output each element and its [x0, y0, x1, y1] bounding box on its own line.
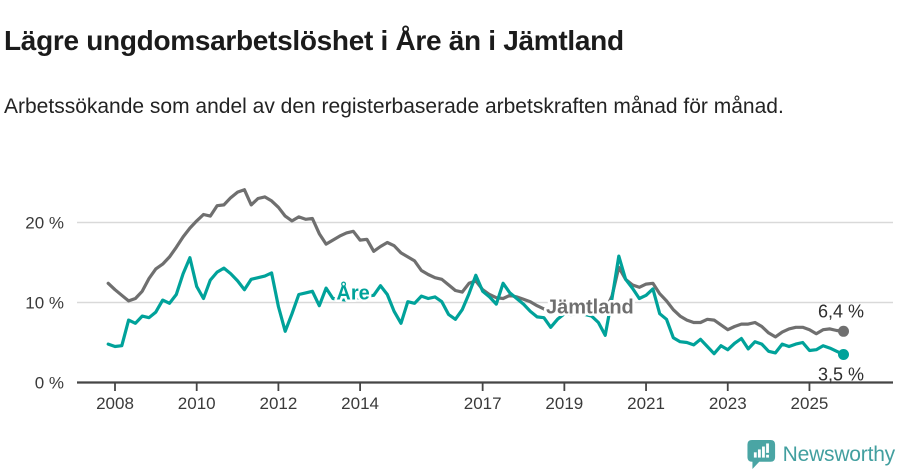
y-tick-label: 0 %: [35, 374, 64, 393]
series-label-Åre: Åre: [336, 281, 369, 305]
series-label-Jämtland: Jämtland: [546, 297, 634, 319]
line-Jämtland: [106, 188, 846, 339]
x-tick-label: 2010: [178, 394, 216, 413]
x-tick-label: 2025: [791, 394, 829, 413]
end-dot-Åre: [838, 349, 850, 360]
y-tick-label: 10 %: [25, 294, 64, 313]
x-tick-label: 2021: [627, 394, 665, 413]
end-dot-Jämtland: [838, 325, 850, 337]
brand-link[interactable]: Newsworthy: [747, 439, 895, 470]
y-tick-label: 20 %: [25, 214, 64, 233]
x-tick-label: 2019: [545, 394, 583, 413]
x-tick-label: 2012: [259, 394, 297, 413]
brand-name: Newsworthy: [782, 442, 896, 466]
x-tick-label: 2008: [96, 394, 134, 413]
x-tick-label: 2017: [464, 394, 502, 413]
end-value-label-Jämtland: 6,4 %: [818, 301, 864, 321]
line-Åre: [106, 254, 846, 357]
x-tick-label: 2023: [709, 394, 747, 413]
page-title: Lägre ungdomsarbetslöshet i Åre än i Jäm…: [4, 24, 624, 56]
end-value-label-Åre: 3,5 %: [818, 365, 864, 385]
newsworthy-logo-icon: [747, 440, 775, 469]
chart-subtitle: Arbetssökande som andel av den registerb…: [4, 95, 784, 118]
x-tick-label: 2014: [341, 394, 379, 413]
